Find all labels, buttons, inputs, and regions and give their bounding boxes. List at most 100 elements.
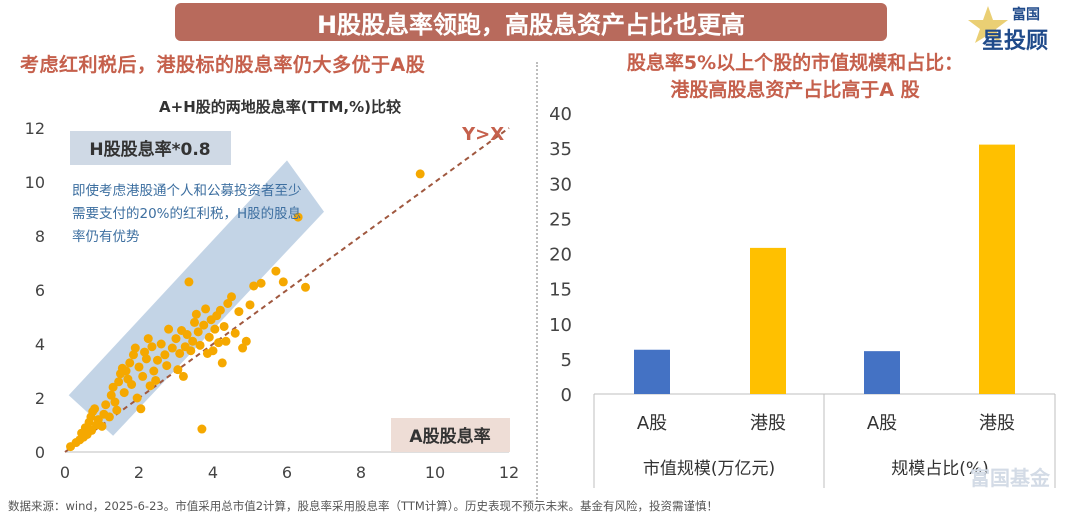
bar-group-label: 规模占比(%) <box>891 459 988 479</box>
x-tick-label: 8 <box>356 463 366 482</box>
scatter-point <box>106 390 116 400</box>
scatter-point <box>138 371 148 381</box>
scatter-point <box>293 212 303 222</box>
scatter-point <box>197 424 207 434</box>
bar-y-tick-label: 25 <box>549 209 572 230</box>
scatter-point <box>101 400 111 410</box>
scatter-point <box>147 342 157 352</box>
y-label-box <box>70 131 231 165</box>
star-logo-icon: 富国 星投顾 <box>968 6 1048 54</box>
scatter-point <box>210 324 220 334</box>
scatter-point <box>145 381 155 391</box>
highlight-band <box>68 160 324 436</box>
scatter-point <box>234 307 244 317</box>
scatter-point <box>125 358 135 368</box>
bar-y-tick-label: 0 <box>561 385 572 406</box>
scatter-point <box>175 348 185 358</box>
scatter-point <box>214 338 224 348</box>
scatter-point <box>178 371 188 381</box>
scatter-point <box>160 350 170 360</box>
scatter-point <box>151 375 161 385</box>
scatter-point <box>230 328 240 338</box>
x-label-box <box>391 418 510 452</box>
bar <box>979 144 1015 394</box>
right-section-title: 股息率5%以上个股的市值规模和占比： 港股高股息资产占比高于A 股 <box>560 50 1030 104</box>
scatter-chart-title: A+H股的两地股息率(TTM,%)比较 <box>159 98 401 116</box>
scatter-point <box>249 281 259 291</box>
scatter-point <box>199 320 209 330</box>
bar-y-tick-label: 30 <box>549 174 572 195</box>
scatter-point <box>134 362 144 372</box>
scatter-point <box>167 343 177 353</box>
scatter-point <box>97 421 107 431</box>
scatter-point <box>173 365 183 375</box>
y-tick-label: 10 <box>25 173 45 192</box>
x-tick-label: 4 <box>208 463 218 482</box>
right-title-line-2: 港股高股息资产占比高于A 股 <box>670 79 920 101</box>
y-tick-label: 12 <box>25 119 45 138</box>
banner-title: H股股息率领跑，高股息资产占比也更高 <box>175 3 887 41</box>
scatter-point <box>221 336 231 346</box>
bar-y-tick-label: 20 <box>549 245 572 266</box>
scatter-point <box>215 305 225 315</box>
x-tick-label: 6 <box>282 463 292 482</box>
y-tick-label: 2 <box>35 389 45 408</box>
bar <box>864 351 900 394</box>
scatter-point <box>184 277 194 287</box>
left-section-title: 考虑红利税后，港股标的股息率仍大多优于A股 <box>20 54 426 76</box>
section-divider <box>536 62 538 502</box>
scatter-point <box>108 382 118 392</box>
bar-y-tick-label: 5 <box>561 350 572 371</box>
bar <box>750 247 786 394</box>
bar-y-tick-label: 35 <box>549 139 572 160</box>
scatter-point <box>143 334 153 344</box>
scatter-point <box>112 405 122 415</box>
scatter-point <box>132 393 142 403</box>
scatter-point <box>238 343 248 353</box>
scatter-point <box>162 361 172 371</box>
right-title-line-1: 股息率5%以上个股的市值规模和占比： <box>626 52 964 74</box>
y-axis-label: H股股息率*0.8 <box>89 139 210 160</box>
scatter-point <box>149 366 159 376</box>
annotation-text: 即使考虑港股通个人和公募投资者至少需要支付的20%的红利税，H股的股息率仍有优势 <box>72 183 302 245</box>
scatter-point <box>193 327 203 337</box>
bar <box>634 349 670 394</box>
footer-source-note: 数据来源：wind，2025-6-23。市值采用总市值2计算，股息率采用股息率（… <box>8 499 719 513</box>
scatter-point <box>201 304 211 314</box>
watermark-text: 富国基金 <box>970 466 1050 490</box>
y-tick-label: 4 <box>35 335 45 354</box>
scatter-point <box>245 300 255 310</box>
bar-category-label: A股 <box>867 413 897 434</box>
scatter-point <box>415 169 425 179</box>
scatter-point <box>90 404 100 414</box>
scatter-point <box>208 346 218 356</box>
scatter-point <box>127 380 137 389</box>
reference-line-label: Y>X <box>461 124 504 145</box>
bar-y-tick-label: 10 <box>549 315 572 336</box>
scatter-point <box>204 332 214 342</box>
scatter-point <box>278 277 288 287</box>
scatter-point <box>156 339 166 349</box>
scatter-point <box>110 397 120 407</box>
scatter-point <box>191 309 201 319</box>
scatter-point <box>219 321 229 331</box>
x-tick-label: 10 <box>425 463 445 482</box>
bar-y-tick-label: 15 <box>549 280 572 301</box>
scatter-point <box>128 350 138 360</box>
scatter-point <box>227 292 236 302</box>
bar-y-tick-label: 40 <box>549 104 572 125</box>
x-axis-label: A股股息率 <box>409 426 490 447</box>
scatter-point <box>186 346 196 356</box>
bar-category-label: 港股 <box>979 413 1015 434</box>
scatter-point <box>171 334 181 344</box>
brand-logo: 富国 星投顾 <box>966 2 1078 58</box>
scatter-point <box>104 412 114 422</box>
scatter-point <box>141 354 151 364</box>
scatter-point <box>136 404 146 414</box>
x-tick-label: 2 <box>134 463 144 482</box>
scatter-point <box>182 330 192 340</box>
scatter-point <box>256 278 266 288</box>
scatter-point <box>217 358 227 368</box>
bar-category-label: 港股 <box>750 413 786 434</box>
